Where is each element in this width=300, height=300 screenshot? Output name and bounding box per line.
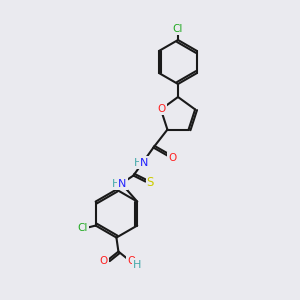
- Text: H: H: [134, 158, 142, 168]
- Text: O: O: [168, 153, 176, 163]
- Text: O: O: [127, 256, 136, 266]
- Text: Cl: Cl: [77, 223, 88, 232]
- Text: O: O: [158, 104, 166, 114]
- Text: S: S: [147, 176, 154, 189]
- Text: N: N: [118, 178, 127, 189]
- Text: H: H: [112, 178, 121, 189]
- Text: Cl: Cl: [173, 24, 183, 34]
- Text: O: O: [99, 256, 107, 266]
- Text: N: N: [140, 158, 148, 168]
- Text: H: H: [133, 260, 142, 270]
